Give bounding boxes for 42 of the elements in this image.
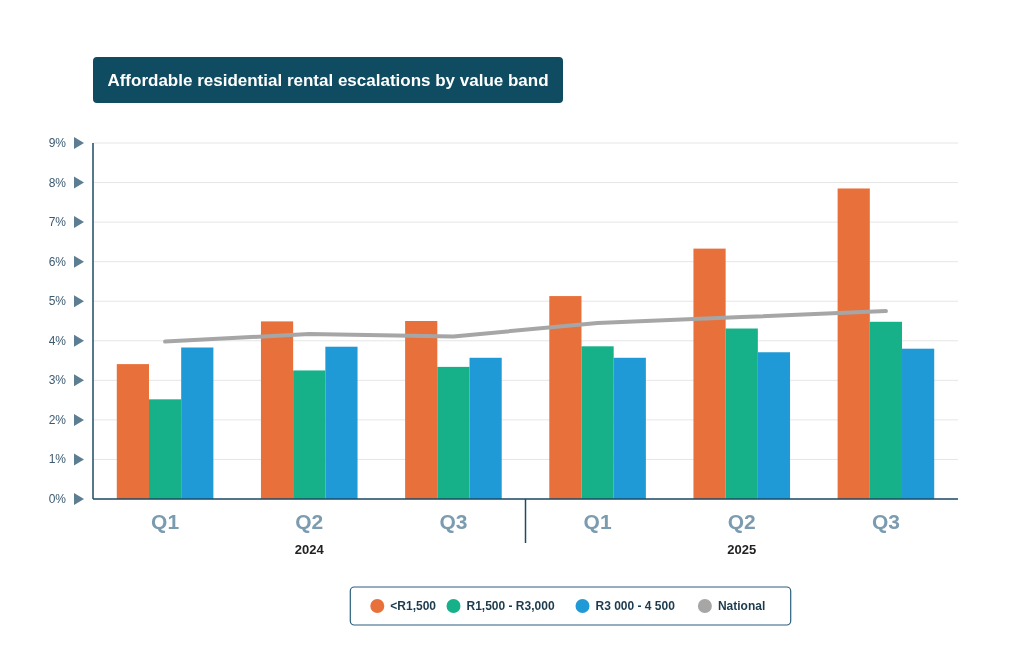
bar <box>469 357 502 499</box>
x-tick-label: Q2 <box>295 510 324 533</box>
text: 2024 <box>294 542 325 557</box>
line-series <box>163 309 888 344</box>
y-tick-label: 5% <box>48 294 67 309</box>
y-tick-label: 6% <box>48 254 67 269</box>
bar <box>725 328 758 499</box>
y-tick-label: 1% <box>48 452 67 467</box>
bar <box>405 321 438 499</box>
bar <box>181 347 214 499</box>
x-tick-label: Q3 <box>439 510 468 533</box>
x-tick-label: Q1 <box>151 510 180 533</box>
legend-label: R1,500 - R3,000 <box>466 599 555 613</box>
bar <box>116 364 149 499</box>
bar <box>613 357 646 499</box>
y-tick-label: 0% <box>48 492 67 506</box>
x-tick-label: Q3 <box>871 510 900 533</box>
x-tick-label: Q1 <box>583 510 612 533</box>
bar <box>549 296 582 499</box>
bar <box>837 188 870 499</box>
y-tick-label: 9% <box>48 136 67 150</box>
y-tick-label: 7% <box>48 215 67 230</box>
bar <box>148 399 182 499</box>
bar <box>325 346 358 499</box>
legend-label: National <box>717 599 766 613</box>
text: 2025 <box>727 542 757 557</box>
bar <box>757 352 791 499</box>
bar <box>293 370 326 499</box>
bar <box>693 248 726 499</box>
y-tick-label: 4% <box>48 333 67 348</box>
legend-label: R3 000 - 4 500 <box>595 599 676 613</box>
x-tick-label: Q2 <box>727 510 756 533</box>
bar <box>437 366 470 499</box>
chart-title: Affordable residential rental escalations by value band <box>107 71 549 90</box>
y-tick-label: 3% <box>48 373 67 388</box>
y-tick-label: 2% <box>48 412 67 427</box>
bar <box>260 321 294 499</box>
bar <box>869 321 903 499</box>
y-tick-label: 8% <box>48 175 67 190</box>
bar <box>902 348 935 499</box>
legend-label: <R1,500 <box>390 599 437 613</box>
bar <box>581 346 614 499</box>
